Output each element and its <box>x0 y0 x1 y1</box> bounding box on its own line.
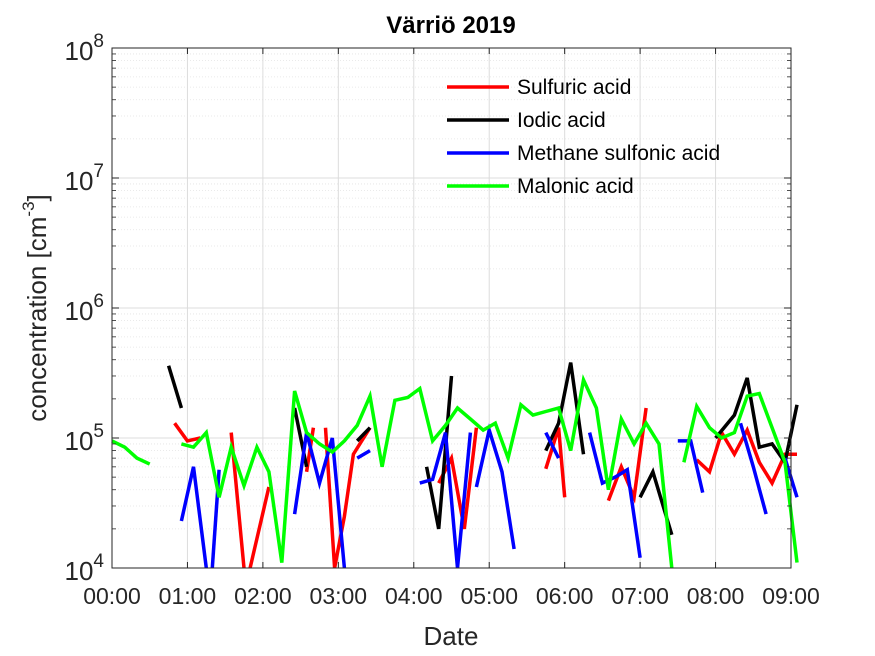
series-line-segment <box>474 423 516 550</box>
series-line-segment <box>292 432 347 569</box>
series-line-segment <box>323 426 372 569</box>
minor-grid <box>112 53 791 530</box>
series-line-segment <box>544 427 567 498</box>
series-line-segment <box>111 439 151 466</box>
x-tick-label: 09:00 <box>762 583 820 609</box>
series-line-segment <box>587 432 642 558</box>
series-malonic-acid <box>111 374 799 569</box>
legend-entry: Sulfuric acid <box>517 76 631 99</box>
series-line-segment <box>544 431 561 459</box>
x-tick-label: 04:00 <box>385 583 443 609</box>
y-axis-label: concentration [cm-3] <box>19 194 52 422</box>
series-line-segment <box>419 432 473 569</box>
x-tick-label: 01:00 <box>159 583 217 609</box>
y-axis-label-exponent: -3 <box>19 201 38 216</box>
series-line-segment <box>179 466 209 569</box>
series-line-segment <box>180 374 674 569</box>
legend: Sulfuric acid Iodic acid Methane sulfonic … <box>447 76 720 198</box>
x-axis-label: Date <box>424 621 479 651</box>
x-tick-label: 00:00 <box>83 583 141 609</box>
x-tick-label: 08:00 <box>687 583 745 609</box>
series-line-segment <box>355 426 372 443</box>
series-line-segment <box>356 449 371 460</box>
legend-entry: Iodic acid <box>517 109 606 132</box>
x-tick-label: 02:00 <box>234 583 292 609</box>
y-axis-label-base: concentration [cm <box>22 217 52 422</box>
x-tick-label: 05:00 <box>460 583 518 609</box>
x-tick-labels: 00:00 01:00 02:00 03:00 04:00 05:00 06:00 07:00… <box>83 583 820 609</box>
x-tick-label: 03:00 <box>310 583 368 609</box>
series-line-segment <box>682 391 799 563</box>
y-axis-label-close: ] <box>22 194 52 201</box>
tick-marks <box>111 47 792 569</box>
series-line-segment <box>738 422 768 515</box>
y-tick-label: 106 <box>65 291 105 326</box>
series-layer <box>111 362 799 569</box>
legend-entry: Malonic acid <box>517 175 634 198</box>
series-line-segment <box>677 439 705 493</box>
series-line-segment <box>173 422 201 443</box>
y-tick-label: 107 <box>65 161 105 196</box>
series-line-segment <box>166 365 184 409</box>
series-line-segment <box>424 375 454 530</box>
series-line-segment <box>248 486 271 569</box>
x-tick-label: 07:00 <box>611 583 669 609</box>
x-tick-label: 06:00 <box>536 583 594 609</box>
chart-title: Värriö 2019 <box>386 12 515 39</box>
y-tick-labels: 104 105 106 107 108 <box>65 31 105 586</box>
legend-entry: Methane sulfonic acid <box>517 142 720 165</box>
series-line-segment <box>695 425 797 487</box>
y-tick-label: 104 <box>65 551 105 586</box>
y-tick-label: 105 <box>65 421 105 456</box>
y-tick-label: 108 <box>65 31 105 66</box>
